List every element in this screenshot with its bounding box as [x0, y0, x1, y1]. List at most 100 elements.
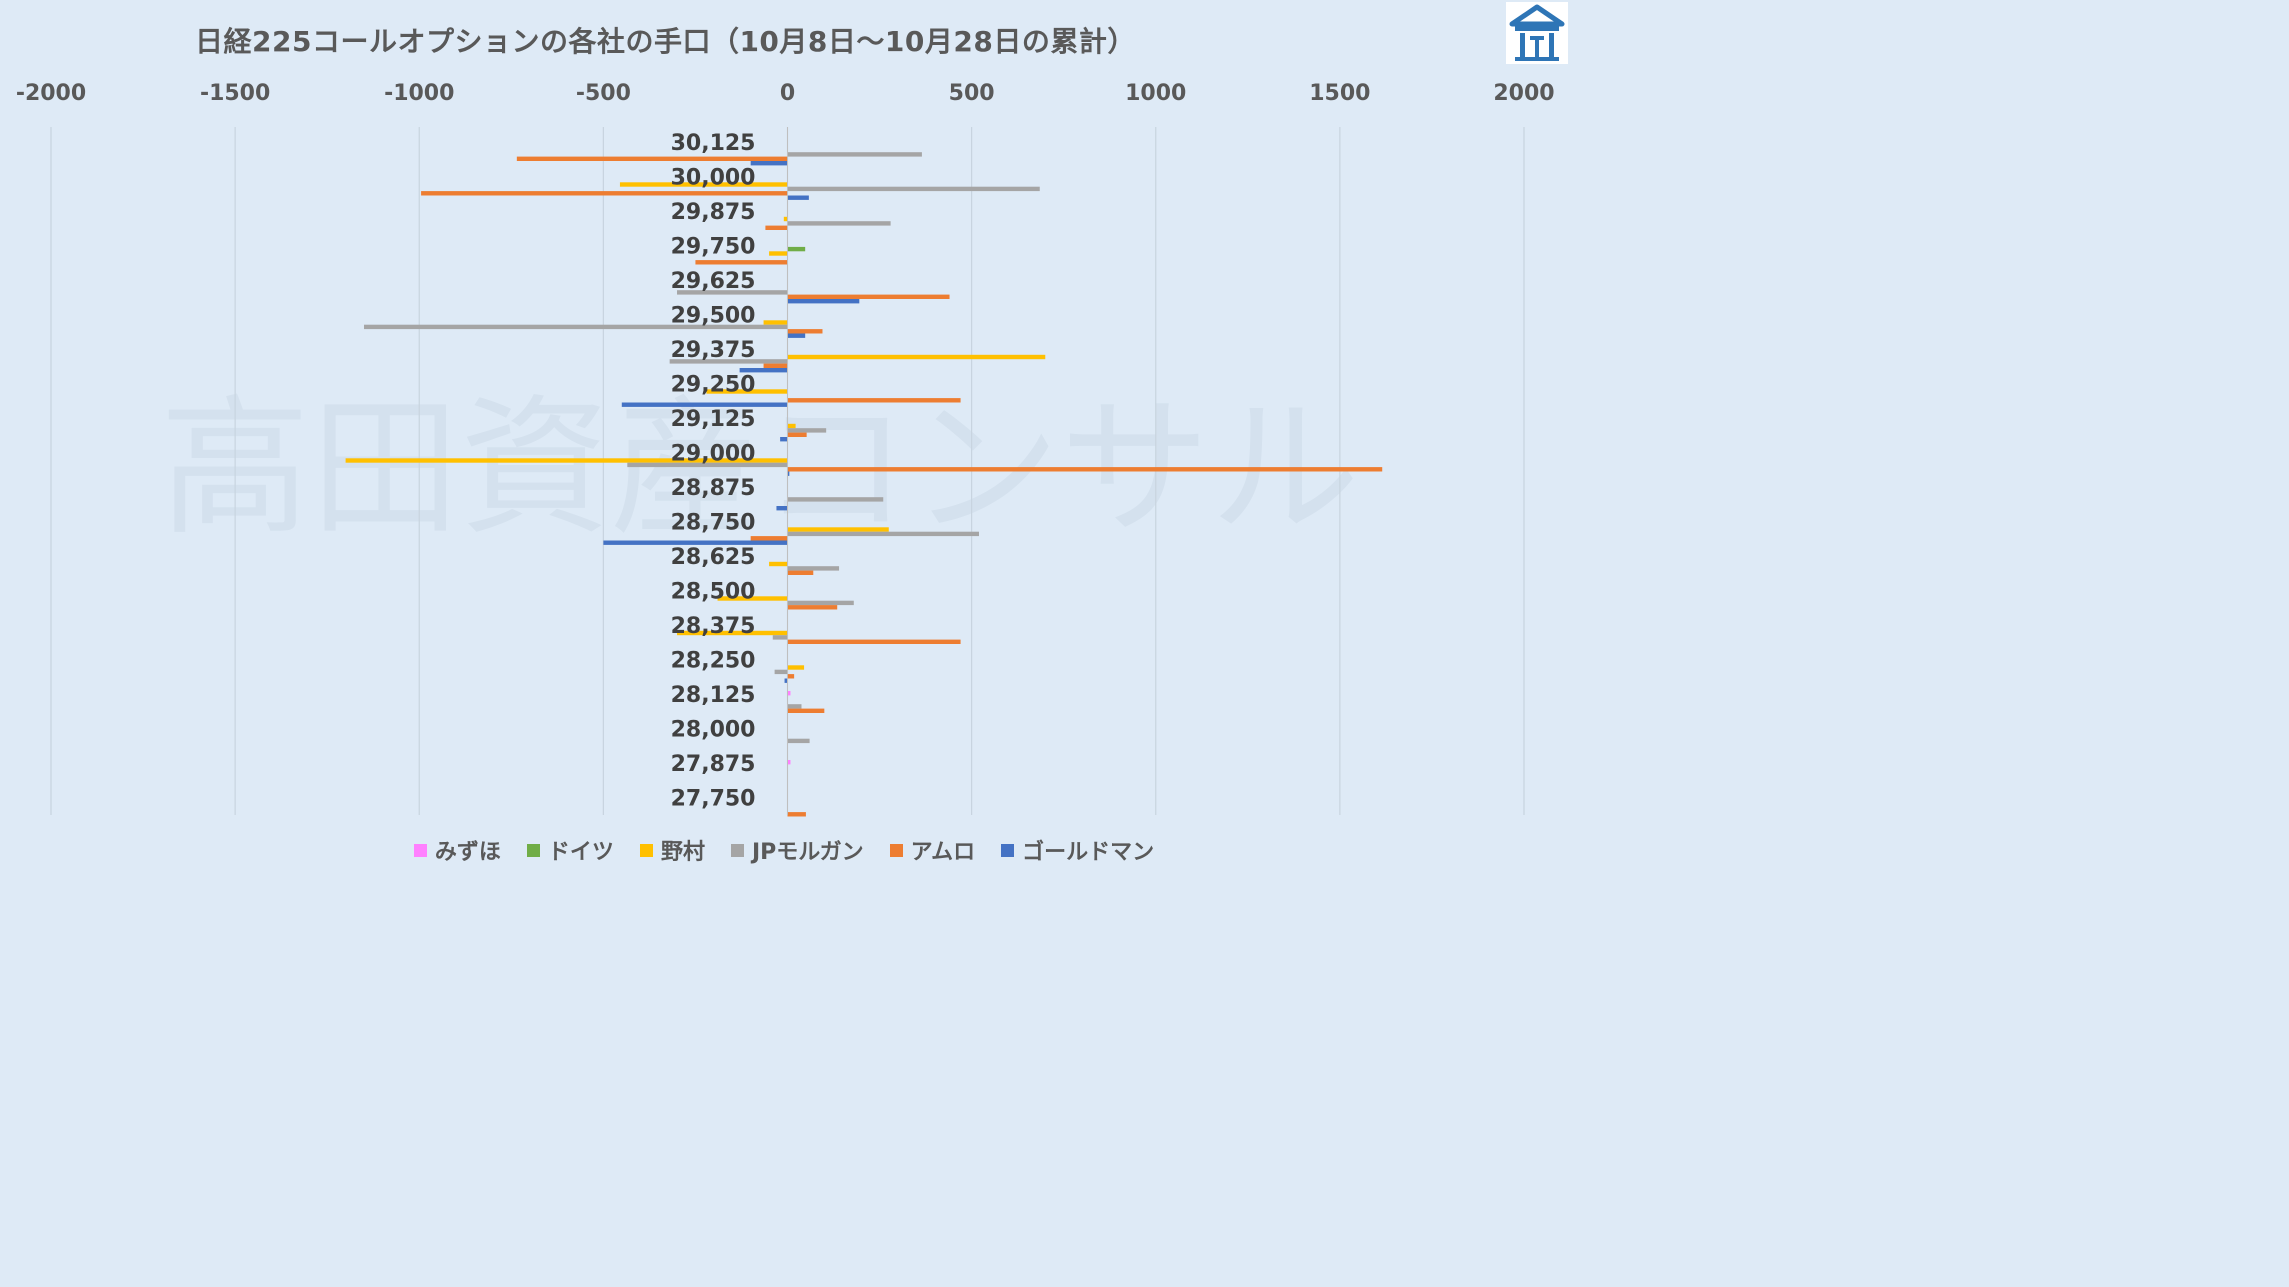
- legend: みずほ ドイツ 野村 JPモルガン アムロ ゴールドマン: [0, 834, 1568, 866]
- category-label: 28,875: [671, 476, 756, 501]
- category-label: 30,125: [671, 131, 756, 156]
- bar: [621, 402, 788, 407]
- bar: [787, 812, 806, 817]
- bar: [787, 600, 854, 606]
- legend-swatch: [413, 843, 427, 857]
- company-logo: [1506, 2, 1568, 64]
- bar: [772, 635, 788, 640]
- x-tick-label: -1500: [200, 81, 270, 106]
- bar: [706, 389, 788, 394]
- bar: [769, 561, 788, 567]
- bar: [787, 665, 805, 670]
- bar: [787, 570, 814, 575]
- category-label: 28,375: [671, 614, 756, 639]
- chart-plot-area: 高田資産コンサル -2000 -1500 -1000 -500 0 500 1000 1500…: [16, 81, 1555, 817]
- bars: [345, 127, 1383, 817]
- category-label: 29,000: [671, 442, 756, 467]
- x-tick-label: 1500: [1309, 81, 1370, 106]
- legend-item: ゴールドマン: [1001, 834, 1154, 866]
- legend-item: ドイツ: [526, 834, 614, 866]
- category-label: 29,500: [671, 304, 756, 329]
- bar: [784, 678, 788, 683]
- category-label: 28,625: [671, 545, 756, 570]
- category-labels: 30,125 30,000 29,875 29,750 29,625 29,500 29,3…: [671, 131, 756, 812]
- bar: [787, 674, 795, 679]
- bar: [787, 299, 860, 304]
- bar: [765, 225, 788, 230]
- bar: [787, 691, 791, 696]
- bar: [787, 195, 809, 200]
- category-label: 29,625: [671, 269, 756, 294]
- legend-label: ドイツ: [547, 840, 614, 865]
- bar: [787, 760, 791, 765]
- bar: [516, 156, 788, 161]
- bar: [787, 639, 961, 644]
- chart-title: 日経225コールオプションの各社の手口（10月8日～10月28日の累計）: [195, 25, 1136, 58]
- bar: [677, 630, 788, 636]
- bar: [787, 531, 979, 537]
- bar: [787, 398, 961, 403]
- category-label: 29,375: [671, 338, 756, 363]
- bar: [787, 294, 950, 299]
- shrine-logo-icon: [1509, 4, 1565, 61]
- bar: [780, 437, 788, 442]
- bar: [750, 161, 788, 166]
- legend-swatch: [526, 843, 540, 857]
- legend-label: アムロ: [910, 840, 976, 865]
- category-label: 28,750: [671, 511, 756, 536]
- bar: [627, 462, 788, 468]
- bar: [787, 471, 790, 476]
- bar: [364, 324, 788, 330]
- bar: [787, 221, 891, 226]
- category-label: 29,125: [671, 407, 756, 432]
- x-tick-label: 0: [780, 81, 795, 106]
- x-axis-ticks: -2000 -1500 -1000 -500 0 500 1000 1500 2000: [16, 81, 1555, 106]
- category-label: 27,875: [671, 752, 756, 777]
- bar: [345, 458, 788, 463]
- legend-swatch: [639, 843, 653, 857]
- bar: [783, 216, 788, 222]
- category-label: 28,000: [671, 718, 756, 743]
- bar: [769, 251, 788, 256]
- x-tick-label: 1000: [1125, 81, 1186, 106]
- bar: [619, 182, 788, 187]
- bar: [787, 152, 922, 157]
- bar: [787, 432, 807, 437]
- category-label: 29,750: [671, 235, 756, 260]
- bar: [787, 333, 806, 338]
- bar: [669, 359, 788, 364]
- bar: [787, 329, 823, 334]
- bar: [787, 428, 827, 433]
- bar: [787, 738, 810, 744]
- legend-item: アムロ: [889, 834, 976, 866]
- bar: [763, 320, 788, 325]
- category-label: 28,250: [671, 649, 756, 674]
- bar: [763, 363, 788, 368]
- bar: [787, 566, 840, 571]
- x-tick-label: 2000: [1493, 81, 1554, 106]
- legend-label: ゴールドマン: [1022, 840, 1155, 865]
- bar: [787, 605, 838, 610]
- legend-label: JPモルガン: [751, 840, 864, 865]
- bar: [677, 290, 788, 295]
- bar: [787, 186, 1040, 192]
- legend-item: JPモルガン: [730, 834, 864, 866]
- x-tick-label: -2000: [16, 81, 86, 106]
- x-tick-label: 500: [949, 81, 995, 106]
- category-label: 29,250: [671, 373, 756, 398]
- category-label: 28,500: [671, 580, 756, 605]
- category-label: 28,125: [671, 683, 756, 708]
- bar: [787, 527, 889, 532]
- category-label: 27,750: [671, 787, 756, 812]
- bar: [739, 368, 788, 373]
- legend-item: みずほ: [413, 834, 501, 866]
- bar: [787, 467, 1383, 472]
- bar: [717, 596, 788, 601]
- legend-item: 野村: [639, 834, 705, 866]
- bar: [774, 669, 788, 675]
- x-tick-label: -500: [576, 81, 631, 106]
- bar: [776, 506, 788, 511]
- legend-label: みずほ: [434, 840, 501, 865]
- bar: [787, 704, 802, 709]
- x-tick-label: -1000: [384, 81, 454, 106]
